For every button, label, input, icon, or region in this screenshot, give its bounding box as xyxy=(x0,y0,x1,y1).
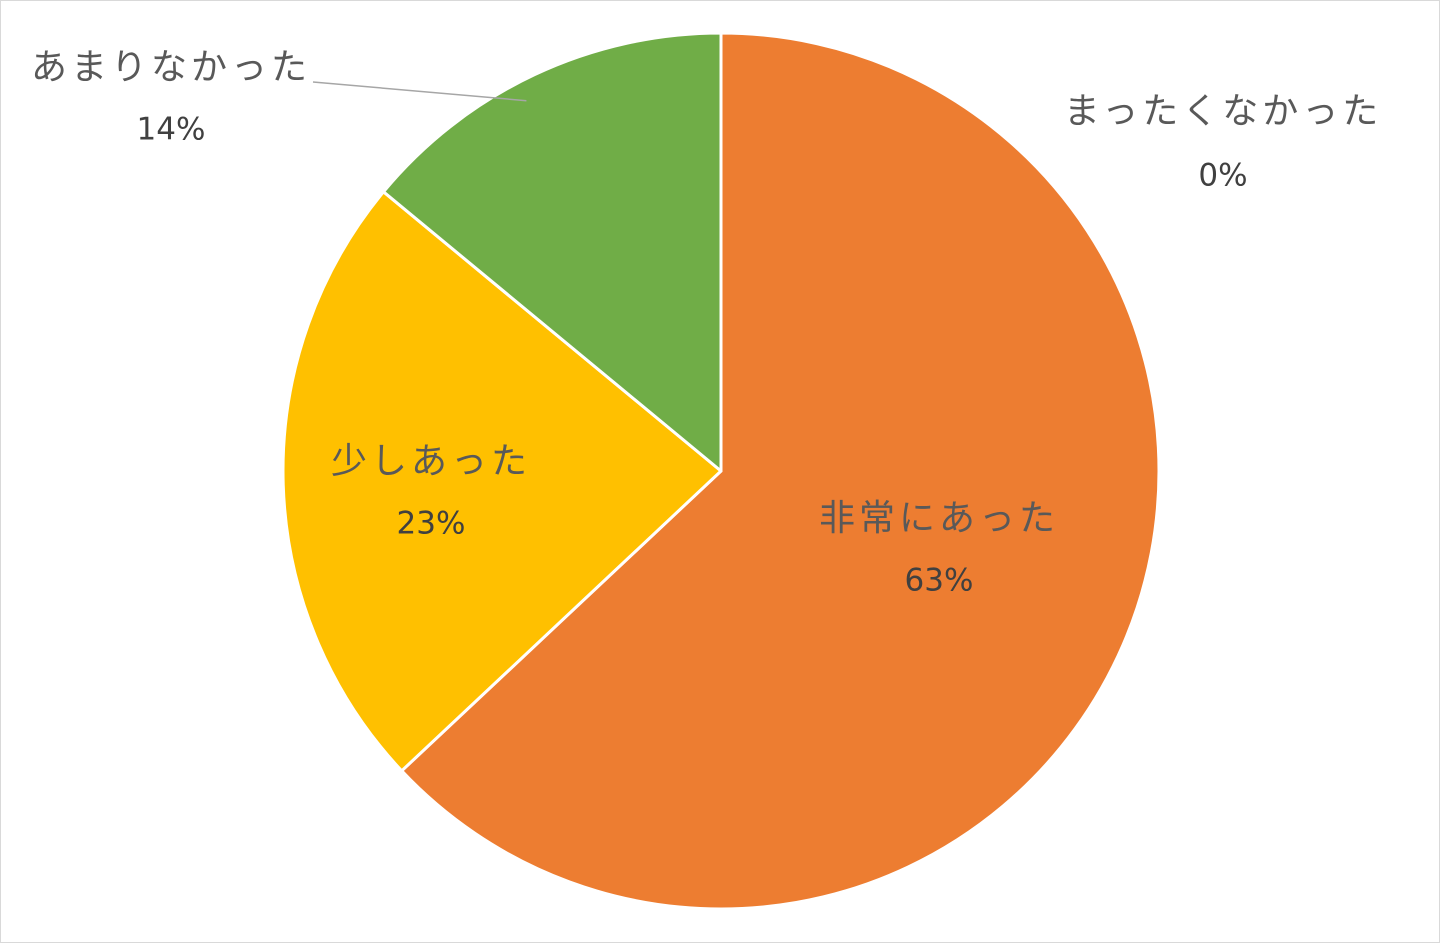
pie-slices xyxy=(281,31,1161,911)
pie-slice-3 xyxy=(382,31,723,473)
slice-4-category-label: まったくなかった xyxy=(1064,91,1383,132)
slice-3-percent-label: 14% xyxy=(137,112,206,148)
leader-lines xyxy=(312,81,527,102)
slice-3-category-label: あまりなかった xyxy=(31,47,311,88)
pie-slice-2 xyxy=(281,190,723,773)
slice-2-percent-label: 23% xyxy=(397,506,466,542)
data-labels: 非常にあった 63% 少しあった 23% あまりなかった 14% まったくなかった 0% xyxy=(31,47,1383,599)
slice-3-leader-line xyxy=(312,81,527,102)
slice-4-percent-label: 0% xyxy=(1198,158,1247,194)
pie-slice-1 xyxy=(400,31,1161,911)
slice-1-category-label: 非常にあった xyxy=(819,498,1059,539)
slice-2-category-label: 少しあった xyxy=(331,441,531,482)
slice-1-percent-label: 63% xyxy=(905,563,974,599)
